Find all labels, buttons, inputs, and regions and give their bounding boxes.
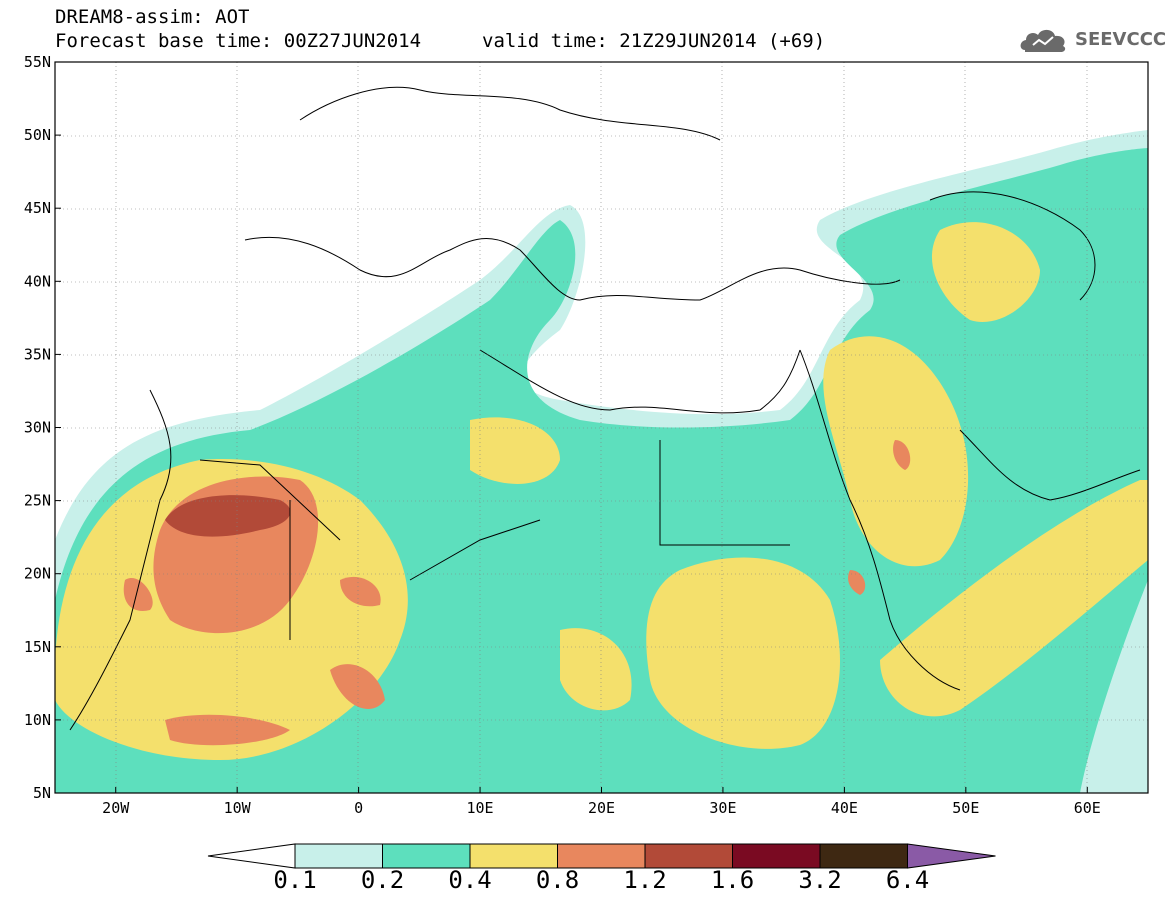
lon-label-40E: 40E bbox=[831, 799, 858, 817]
colorbar-segment bbox=[469, 843, 558, 869]
colorbar-segment bbox=[819, 843, 908, 869]
colorbar bbox=[207, 843, 996, 869]
base-time-label: Forecast base time: 00Z27JUN2014 bbox=[55, 30, 422, 52]
lon-label-10E: 10E bbox=[467, 799, 494, 817]
map-title: DREAM8-assim: AOT bbox=[55, 6, 250, 28]
logo-text: SEEVCCC bbox=[1075, 29, 1165, 50]
lat-label-25N: 25N bbox=[24, 492, 51, 510]
lat-label-40N: 40N bbox=[24, 272, 51, 290]
colorbar-label: 3.2 bbox=[798, 866, 842, 894]
colorbar-label: 1.6 bbox=[710, 866, 755, 894]
colorbar-high-arrow bbox=[907, 843, 996, 869]
cloud-icon bbox=[1020, 29, 1066, 52]
lat-label-15N: 15N bbox=[24, 638, 51, 656]
lon-label-10W: 10W bbox=[224, 799, 252, 817]
lat-label-55N: 55N bbox=[24, 53, 51, 71]
lat-label-50N: 50N bbox=[24, 126, 51, 144]
colorbar-segment bbox=[557, 843, 646, 869]
colorbar-label: 0.4 bbox=[448, 866, 492, 894]
colorbar-label: 6.4 bbox=[885, 866, 930, 894]
colorbar-label: 1.2 bbox=[623, 866, 667, 894]
colorbar-low-arrow bbox=[207, 843, 296, 869]
aot-field bbox=[55, 62, 1148, 793]
lon-label-50E: 50E bbox=[952, 799, 979, 817]
lat-label-30N: 30N bbox=[24, 419, 51, 437]
lat-label-35N: 35N bbox=[24, 345, 51, 363]
colorbar-label: 0.2 bbox=[360, 866, 405, 894]
colorbar-label: 0.1 bbox=[273, 866, 317, 894]
colorbar-segment bbox=[644, 843, 733, 869]
colorbar-segment bbox=[732, 843, 821, 869]
lon-label-30E: 30E bbox=[709, 799, 736, 817]
longitude-labels: 20W 10W 0 10E 20E 30E 40E 50E 60E bbox=[102, 787, 1101, 817]
lat-label-45N: 45N bbox=[24, 199, 51, 217]
valid-time-label: valid time: 21Z29JUN2014 (+69) bbox=[482, 30, 826, 52]
latitude-labels: 55N 50N 45N 40N 35N 30N 25N 20N 15N 10N 5N bbox=[24, 53, 61, 802]
lon-label-20W: 20W bbox=[102, 799, 130, 817]
lon-label-0: 0 bbox=[354, 799, 363, 817]
colorbar-label: 0.8 bbox=[535, 866, 580, 894]
lon-label-60E: 60E bbox=[1074, 799, 1101, 817]
lat-label-20N: 20N bbox=[24, 565, 51, 583]
seevccc-logo: SEEVCCC bbox=[1017, 24, 1165, 56]
lat-label-5N: 5N bbox=[33, 784, 51, 802]
lon-label-20E: 20E bbox=[588, 799, 615, 817]
aot-band-1.2 bbox=[165, 495, 291, 537]
lat-label-10N: 10N bbox=[24, 711, 51, 729]
coastlines bbox=[69, 86, 1141, 731]
colorbar-segment bbox=[382, 843, 471, 869]
aot-band-0.4 bbox=[55, 222, 1148, 760]
colorbar-segment bbox=[294, 843, 383, 869]
